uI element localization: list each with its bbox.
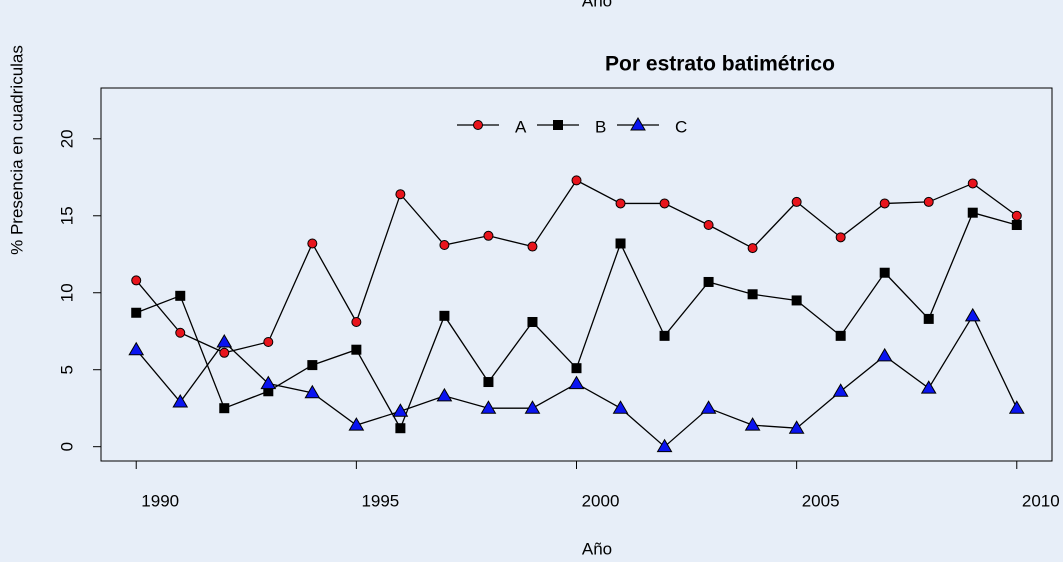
data-point bbox=[923, 313, 934, 324]
data-point bbox=[703, 276, 714, 287]
data-point bbox=[615, 238, 626, 249]
data-point bbox=[1011, 210, 1022, 221]
data-point bbox=[216, 334, 233, 348]
data-point bbox=[656, 438, 673, 453]
data-point bbox=[832, 383, 849, 397]
x-tick-label: 2010 bbox=[1022, 491, 1060, 510]
y-tick-label: 5 bbox=[57, 365, 76, 374]
y-tick-label: 20 bbox=[57, 129, 76, 148]
data-point bbox=[439, 240, 450, 251]
data-point bbox=[703, 220, 714, 231]
data-point bbox=[480, 400, 497, 414]
data-point bbox=[392, 403, 409, 417]
data-point bbox=[615, 198, 626, 209]
data-point bbox=[351, 344, 362, 355]
data-point bbox=[175, 290, 186, 301]
data-point bbox=[571, 175, 582, 186]
y-axis-label: % Presencia en cuadriculas bbox=[7, 45, 26, 255]
data-point bbox=[436, 387, 453, 402]
data-point bbox=[524, 400, 541, 414]
data-point bbox=[219, 403, 230, 414]
x-tick-label: 1995 bbox=[361, 491, 399, 510]
data-point bbox=[835, 232, 846, 243]
data-point bbox=[659, 330, 670, 341]
data-point bbox=[568, 375, 585, 390]
data-point bbox=[175, 327, 186, 338]
data-point bbox=[967, 207, 978, 218]
data-point bbox=[964, 307, 981, 322]
data-point bbox=[131, 307, 142, 318]
data-point bbox=[1011, 220, 1022, 231]
data-point bbox=[263, 386, 274, 397]
data-point bbox=[788, 420, 805, 434]
data-point bbox=[1008, 400, 1025, 414]
x-tick-label: 2005 bbox=[802, 491, 840, 510]
data-point bbox=[395, 423, 406, 434]
data-point bbox=[876, 347, 893, 362]
data-point bbox=[263, 337, 274, 348]
x-axis-label: Año bbox=[582, 539, 612, 558]
data-point bbox=[744, 417, 761, 431]
data-point bbox=[920, 380, 937, 394]
data-point bbox=[260, 375, 277, 390]
data-point bbox=[527, 316, 538, 327]
data-point bbox=[835, 330, 846, 341]
data-point bbox=[307, 238, 318, 249]
data-point bbox=[791, 196, 802, 207]
x-tick-label: 2000 bbox=[582, 491, 620, 510]
data-point bbox=[219, 347, 230, 358]
data-point bbox=[439, 310, 450, 321]
data-point bbox=[351, 316, 362, 327]
data-point bbox=[747, 289, 758, 300]
data-point bbox=[791, 295, 802, 306]
plot-box bbox=[100, 87, 1053, 462]
cut-axis-label: Año bbox=[582, 0, 612, 10]
data-point bbox=[131, 275, 142, 286]
legend-label: B bbox=[595, 117, 606, 136]
y-tick-label: 0 bbox=[57, 442, 76, 451]
data-point bbox=[527, 241, 538, 252]
data-point bbox=[923, 196, 934, 207]
data-point bbox=[172, 394, 189, 408]
data-point bbox=[483, 377, 494, 388]
y-tick-label: 10 bbox=[57, 283, 76, 302]
legend-label: A bbox=[515, 117, 527, 136]
chart-title: Por estrato batimétrico bbox=[605, 53, 835, 76]
data-point bbox=[483, 230, 494, 241]
data-point bbox=[128, 341, 145, 356]
data-point bbox=[348, 417, 365, 431]
data-point bbox=[879, 267, 890, 278]
legend-label: C bbox=[675, 117, 687, 136]
legend-marker bbox=[553, 120, 563, 130]
data-point bbox=[571, 363, 582, 374]
legend-marker bbox=[630, 117, 646, 131]
data-point bbox=[967, 178, 978, 189]
legend-marker bbox=[473, 120, 483, 130]
data-point bbox=[304, 384, 321, 399]
data-point bbox=[612, 400, 629, 414]
data-point bbox=[879, 198, 890, 209]
data-point bbox=[307, 360, 318, 371]
x-tick-label: 1990 bbox=[141, 491, 179, 510]
data-point bbox=[659, 198, 670, 209]
y-tick-label: 15 bbox=[57, 206, 76, 225]
data-point bbox=[395, 189, 406, 200]
data-point bbox=[747, 243, 758, 254]
data-point bbox=[700, 400, 717, 414]
